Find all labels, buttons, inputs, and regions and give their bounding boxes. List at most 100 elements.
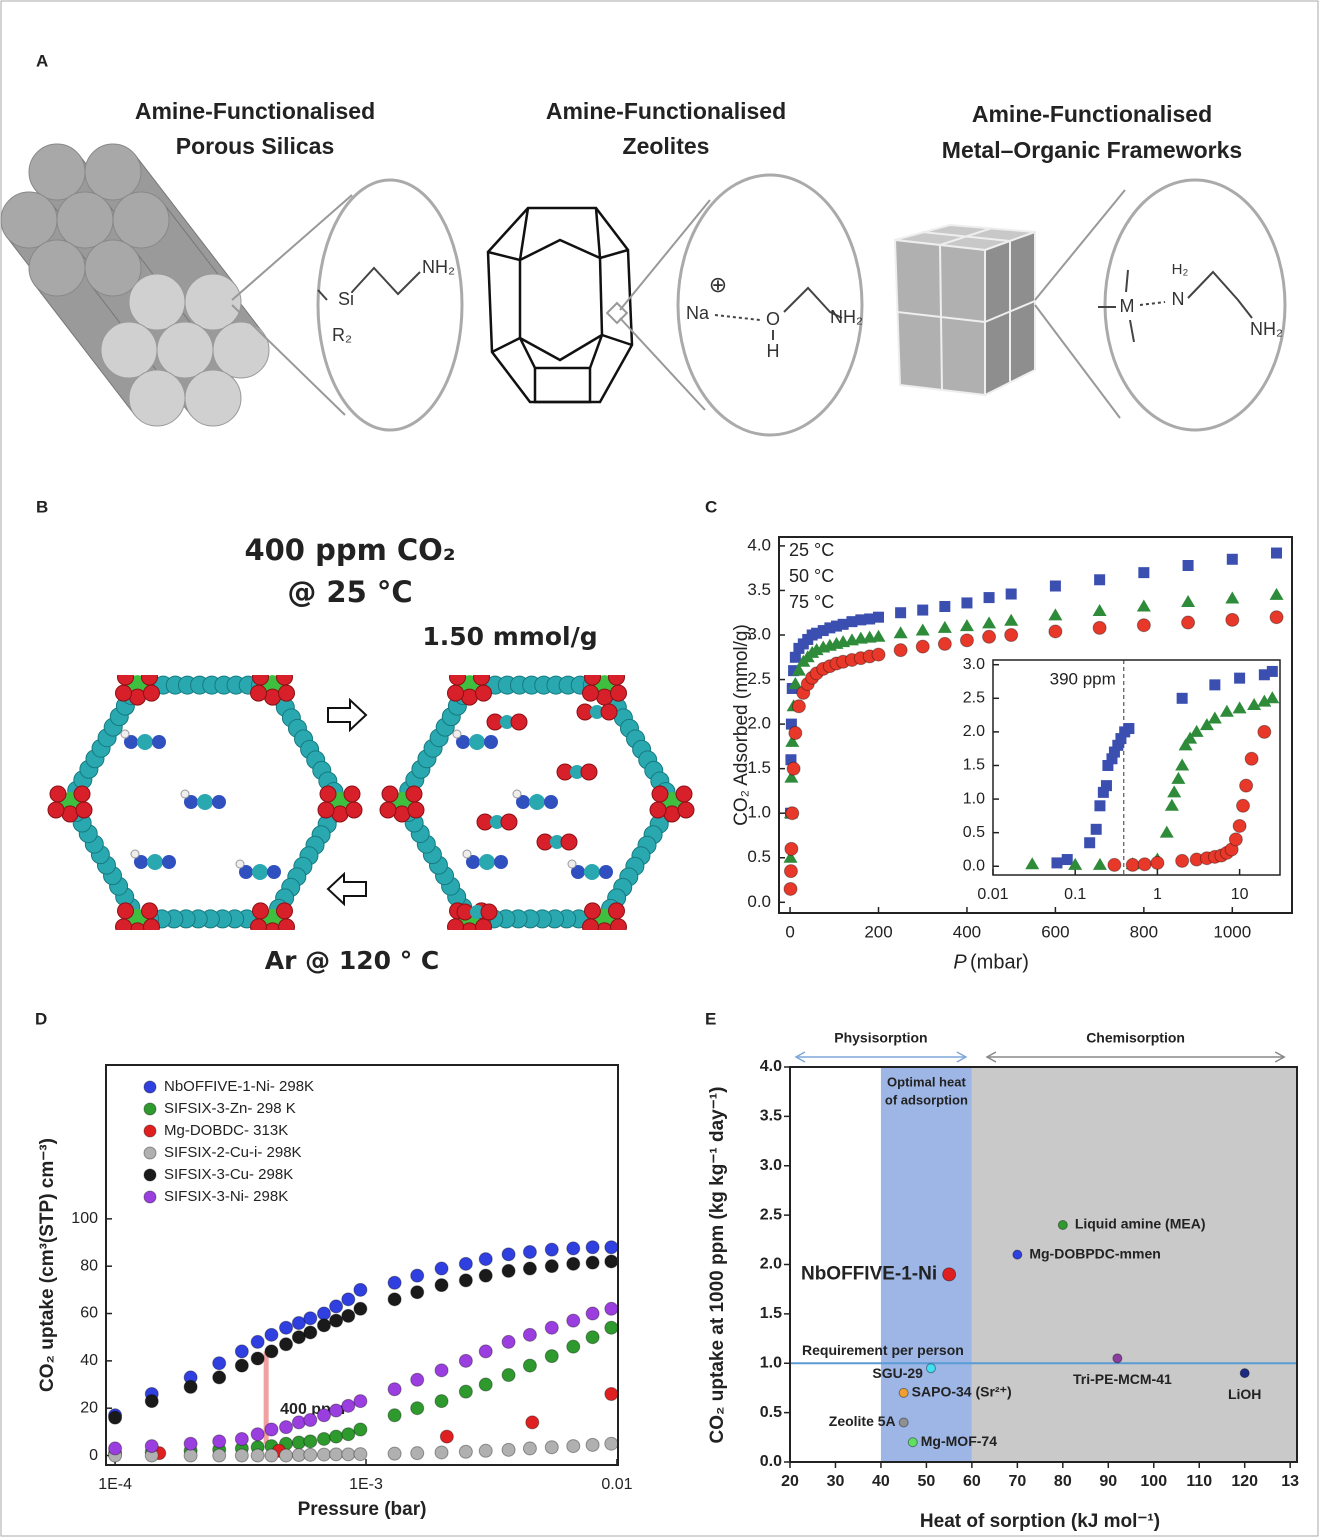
x-tick-label: 1E-3 xyxy=(349,1476,383,1493)
point xyxy=(235,1359,248,1372)
legend-entry: 25 °C xyxy=(789,540,834,560)
point xyxy=(1271,548,1282,559)
legend-entry: SIFSIX-3-Cu- 298K xyxy=(164,1166,293,1183)
legend-marker xyxy=(144,1125,156,1137)
point xyxy=(586,1438,599,1451)
point xyxy=(784,865,797,878)
point xyxy=(317,1307,330,1320)
point xyxy=(1051,857,1062,868)
y-tick-label: 1.0 xyxy=(963,790,985,807)
y-tick-label: 60 xyxy=(80,1305,98,1322)
point xyxy=(502,1335,515,1348)
cylinder-face xyxy=(129,370,185,426)
atom xyxy=(142,903,158,919)
atom xyxy=(265,689,281,705)
point xyxy=(265,1345,278,1358)
atom xyxy=(650,802,666,818)
point xyxy=(304,1414,317,1427)
point xyxy=(1123,723,1134,734)
point xyxy=(435,1395,448,1408)
point xyxy=(1006,589,1017,600)
point xyxy=(145,1395,158,1408)
legend-entry: SIFSIX-3-Zn- 298 K xyxy=(164,1100,296,1117)
point xyxy=(342,1448,355,1461)
legend-marker xyxy=(144,1191,156,1203)
point xyxy=(523,1328,536,1341)
y-axis-label: CO₂ uptake (cm³(STP) cm⁻³) xyxy=(37,1138,58,1392)
point xyxy=(1182,616,1195,629)
cylinder-face xyxy=(101,322,157,378)
point xyxy=(330,1430,343,1443)
point xyxy=(502,1248,515,1261)
chart: 1E-41E-30.01020406080100400 ppmNbOFFIVE-… xyxy=(35,1009,633,1520)
y-tick-label: 0.5 xyxy=(963,824,985,841)
point xyxy=(917,605,928,616)
point xyxy=(605,1255,618,1268)
cylinder-face xyxy=(129,274,185,330)
point xyxy=(280,1449,293,1462)
point xyxy=(605,1321,618,1334)
point xyxy=(523,1262,536,1275)
point xyxy=(411,1402,424,1415)
point xyxy=(213,1449,226,1462)
legend-entry: 50 °C xyxy=(789,566,834,586)
point xyxy=(1138,567,1149,578)
x-tick-label: 60 xyxy=(963,1473,981,1490)
point xyxy=(251,1449,264,1462)
point xyxy=(586,1307,599,1320)
point xyxy=(789,727,802,740)
point xyxy=(784,882,797,895)
legend-entry: NbOFFIVE-1-Ni- 298K xyxy=(164,1078,314,1095)
point xyxy=(354,1302,367,1315)
panel-label: C xyxy=(705,497,717,516)
point xyxy=(304,1435,317,1448)
point xyxy=(916,640,929,653)
point xyxy=(213,1371,226,1384)
point xyxy=(459,1445,472,1458)
atom xyxy=(197,794,213,810)
point xyxy=(1176,854,1189,867)
point-label: Mg-MOF-74 xyxy=(921,1433,997,1449)
atom xyxy=(137,734,153,750)
panel-title: @ 25 °C xyxy=(287,575,412,609)
point xyxy=(213,1435,226,1448)
point xyxy=(567,1440,580,1453)
column-title: Amine-Functionalised xyxy=(972,101,1212,127)
point xyxy=(586,1241,599,1254)
point xyxy=(1062,854,1073,865)
y-tick-label: 0.0 xyxy=(760,1453,782,1470)
point xyxy=(280,1421,293,1434)
column-title: Amine-Functionalised xyxy=(546,98,786,124)
y-tick-label: 40 xyxy=(80,1352,98,1369)
legend-entry: Mg-DOBDC- 313K xyxy=(164,1122,288,1139)
point xyxy=(1226,613,1239,626)
column-title: Zeolites xyxy=(623,133,710,159)
atom xyxy=(453,730,461,738)
x-tick-label: 0.1 xyxy=(1064,886,1086,903)
point xyxy=(1258,725,1271,738)
legend-entry: SIFSIX-2-Cu-i- 298K xyxy=(164,1144,302,1161)
point xyxy=(545,1260,558,1273)
atom xyxy=(406,786,422,802)
y-tick-label: 1.5 xyxy=(760,1305,782,1322)
x-tick-label: 1000 xyxy=(1213,922,1251,941)
point xyxy=(938,637,951,650)
point xyxy=(304,1312,317,1325)
point xyxy=(145,1440,158,1453)
atom xyxy=(344,786,360,802)
point xyxy=(292,1416,305,1429)
point xyxy=(567,1257,580,1270)
co2 xyxy=(561,834,577,850)
point-label: Liquid amine (MEA) xyxy=(1075,1216,1206,1232)
chem-label: NH₂ xyxy=(1250,319,1283,339)
atom xyxy=(346,802,362,818)
panel-label: E xyxy=(705,1009,716,1028)
atom xyxy=(583,685,599,701)
point xyxy=(265,1449,278,1462)
point xyxy=(605,1437,618,1450)
point xyxy=(1237,799,1250,812)
co2 xyxy=(481,904,497,920)
atom xyxy=(448,685,464,701)
point xyxy=(873,612,884,623)
y-tick-label: 1.5 xyxy=(963,757,985,774)
